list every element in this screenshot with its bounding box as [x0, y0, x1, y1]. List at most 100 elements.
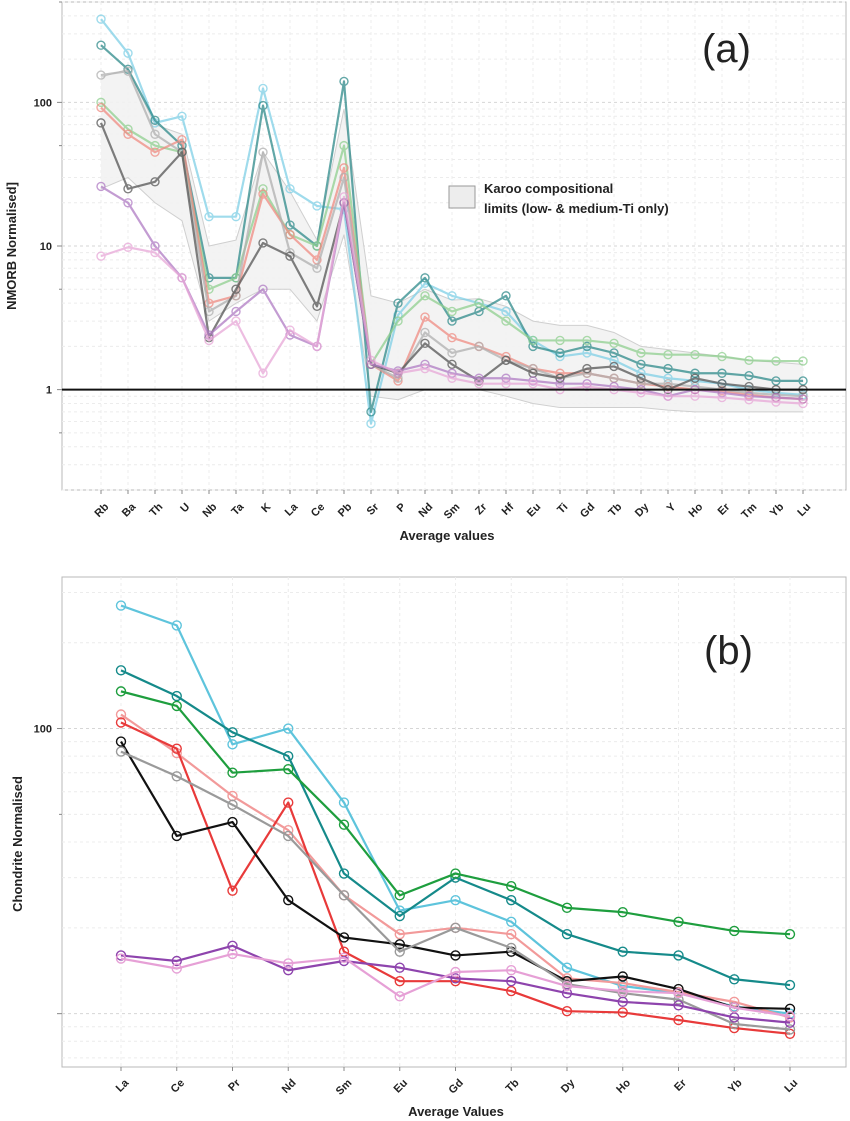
data-point [617, 985, 628, 997]
data-point [561, 1006, 573, 1017]
data-point [366, 418, 376, 429]
x-tick-label-ho: Ho [687, 501, 706, 520]
data-point [501, 373, 511, 383]
data-point [227, 948, 238, 960]
data-point [227, 816, 238, 828]
x-tick-label-la: La [114, 1076, 132, 1094]
data-point [784, 979, 796, 991]
legend-line-1: Karoo compositional [484, 181, 613, 196]
series-line [100, 44, 803, 413]
data-point [690, 350, 700, 360]
data-point [717, 378, 727, 389]
data-point [394, 962, 405, 973]
data-point [96, 70, 106, 80]
x-tick-label-gd: Gd [447, 1077, 466, 1096]
x-tick-label-tb: Tb [504, 1077, 522, 1095]
data-point [450, 922, 461, 934]
x-tick-label-rb: Rb [93, 501, 112, 520]
x-tick-label-dy: Dy [633, 500, 652, 519]
data-point [663, 378, 673, 389]
data-point [227, 940, 238, 951]
data-point [204, 335, 214, 346]
data-point [227, 767, 238, 778]
series-9 [115, 948, 796, 1022]
data-point [96, 14, 106, 24]
panel-b-series [115, 600, 796, 1039]
data-point [609, 338, 619, 349]
data-point [231, 211, 241, 222]
data-point [394, 890, 405, 901]
x-tick-label-ta: Ta [229, 500, 247, 518]
data-point [115, 600, 127, 611]
data-point [617, 946, 628, 957]
series-line [120, 750, 791, 1031]
data-point [339, 163, 349, 173]
data-point [150, 177, 160, 187]
x-tick-label-yb: Yb [726, 1077, 745, 1096]
data-point [474, 378, 484, 389]
data-point [171, 743, 182, 754]
data-point [784, 928, 796, 940]
data-point [673, 987, 684, 999]
data-point [171, 771, 182, 782]
panel-a-x-tick-labels: Rb Ba Th U Nb Ta K La Ce Pb Sr P Nd Sm Zr Hf Eu Ti Gd Tb Dy Y… [93, 500, 814, 521]
x-tick-label-lu: Lu [782, 1077, 800, 1095]
data-point [204, 211, 214, 222]
data-point [447, 373, 457, 383]
data-point [96, 251, 106, 261]
x-tick-label-lu: Lu [795, 501, 813, 519]
x-tick-label-nb: Nb [201, 501, 220, 520]
data-point [150, 147, 160, 157]
data-point [171, 830, 182, 842]
data-point [283, 824, 294, 836]
data-point [171, 620, 182, 631]
x-tick-label-er: Er [716, 501, 733, 518]
data-point [171, 955, 182, 967]
data-point [115, 736, 127, 747]
data-point [150, 115, 160, 126]
data-point [636, 373, 646, 383]
data-point [394, 910, 405, 922]
data-point [338, 952, 350, 964]
data-point [227, 799, 238, 811]
panel-a-y-tick-labels: 1 10 100 [34, 97, 52, 396]
data-point [501, 378, 511, 389]
data-point [582, 348, 592, 358]
data-point [798, 398, 808, 409]
data-point [227, 739, 238, 750]
data-point [283, 965, 294, 976]
data-point [115, 950, 127, 961]
data-point [177, 147, 187, 157]
series-line [100, 101, 803, 366]
legend-a: Karoo compositional limits (low- & mediu… [448, 181, 669, 216]
data-point [123, 198, 133, 208]
data-point [447, 332, 457, 343]
data-point [582, 341, 592, 352]
x-tick-label-ba: Ba [120, 500, 139, 519]
data-point [561, 928, 573, 940]
data-point [744, 355, 754, 366]
data-point [115, 665, 127, 676]
data-point [96, 40, 106, 50]
data-point [561, 980, 573, 992]
x-tick-label-ce: Ce [169, 1077, 187, 1095]
data-point [258, 147, 268, 157]
data-point [420, 363, 430, 374]
data-point [283, 750, 294, 762]
data-point [96, 181, 106, 192]
data-point [501, 291, 511, 301]
data-point [506, 985, 517, 997]
data-point [561, 987, 573, 999]
data-point [285, 184, 295, 194]
x-tick-label-gd: Gd [578, 501, 597, 520]
data-point [506, 965, 517, 976]
panel-b-label: (b) [704, 629, 753, 673]
data-point [312, 301, 322, 312]
data-point [339, 140, 349, 151]
x-tick-label-sm: Sm [334, 1077, 355, 1098]
x-tick-label-sr: Sr [365, 501, 382, 518]
x-tick-label-y: Y [665, 501, 679, 515]
y-tick-label-100: 100 [34, 97, 52, 109]
data-point [394, 991, 405, 1002]
data-point [474, 373, 484, 383]
